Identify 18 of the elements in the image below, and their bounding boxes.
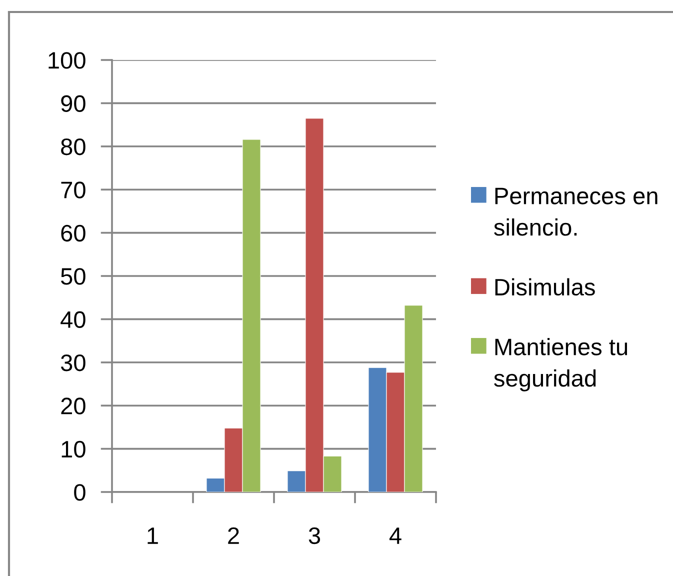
x-tick-label: 2	[228, 527, 239, 544]
legend-label: Mantienes tu seguridad	[494, 338, 628, 392]
y-tick-label: 90	[61, 95, 86, 112]
y-tick-label: 70	[61, 182, 86, 198]
y-tick-label: 10	[62, 440, 86, 458]
legend-label: Disimulas	[495, 278, 595, 296]
x-tick-label: 4	[389, 528, 402, 544]
y-tick-label: 20	[61, 398, 86, 414]
y-tick-label: 40	[60, 311, 86, 328]
y-tick-label: 50	[60, 268, 86, 285]
legend-label: Permaneces en silencio.	[494, 188, 658, 236]
y-tick-label: 30	[60, 354, 86, 372]
y-tick-label: 0	[74, 484, 86, 501]
y-tick-label: 80	[61, 138, 86, 156]
y-tick-label: 100	[48, 52, 86, 69]
y-tick-label: 60	[61, 224, 86, 242]
x-tick-label: 3	[308, 527, 320, 544]
x-tick-label: 1	[148, 528, 158, 544]
